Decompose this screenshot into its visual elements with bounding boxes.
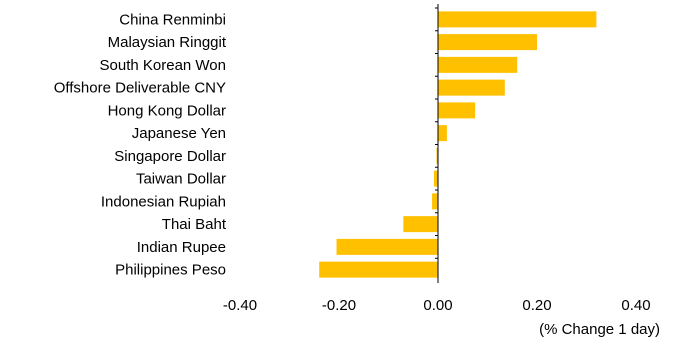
x-tick-labels: -0.40 -0.20 0.00 0.20 0.40	[223, 297, 651, 314]
category-label: Malaysian Ringgit	[108, 34, 227, 51]
category-label: Hong Kong Dollar	[108, 102, 226, 119]
bar-indian-rupee	[337, 239, 438, 255]
category-label: South Korean Won	[100, 57, 226, 74]
category-label: Thai Baht	[162, 216, 227, 233]
bar-indonesian-rupiah	[432, 193, 438, 209]
bar-hong-kong-dollar	[438, 102, 475, 118]
x-tick-label: 0.40	[621, 297, 650, 314]
category-label: Singapore Dollar	[114, 148, 226, 165]
category-label: Indian Rupee	[137, 239, 226, 256]
bar-taiwan-dollar	[434, 171, 438, 187]
x-tick-label: -0.20	[322, 297, 356, 314]
bars-group	[319, 11, 596, 277]
x-axis-title: (% Change 1 day)	[539, 321, 660, 338]
bar-philippines-peso	[319, 262, 438, 278]
bar-china-renminbi	[438, 11, 596, 27]
category-label: Offshore Deliverable CNY	[54, 80, 226, 97]
bar-south-korean-won	[438, 57, 517, 73]
category-label: Taiwan Dollar	[136, 171, 226, 188]
category-label: Indonesian Rupiah	[101, 193, 226, 210]
bar-malaysian-ringgit	[438, 34, 537, 50]
category-labels: China Renminbi Malaysian Ringgit South Kor…	[54, 11, 227, 278]
x-tick-label: -0.40	[223, 297, 257, 314]
category-label: Philippines Peso	[115, 262, 226, 279]
category-label: Japanese Yen	[132, 125, 226, 142]
bar-offshore-deliverable-cny	[438, 80, 505, 96]
x-tick-label: 0.00	[423, 297, 452, 314]
bar-thai-baht	[403, 216, 438, 232]
category-label: China Renminbi	[119, 11, 226, 28]
bar-japanese-yen	[438, 125, 447, 141]
x-tick-label: 0.20	[522, 297, 551, 314]
